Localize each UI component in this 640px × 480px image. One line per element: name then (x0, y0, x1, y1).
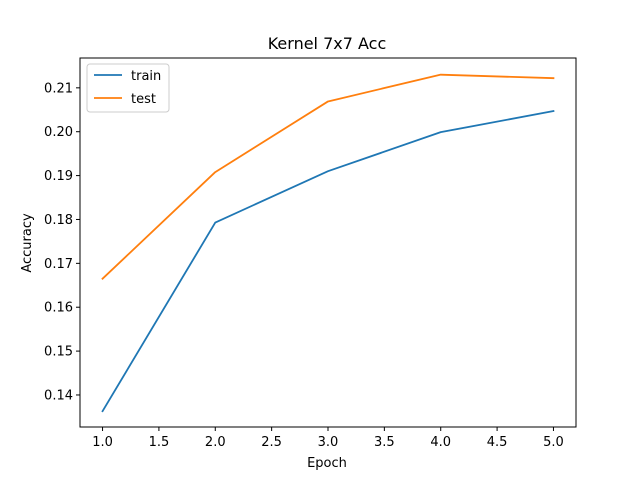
x-tick-label: 1.5 (149, 435, 170, 450)
series-layer (101, 73, 555, 413)
x-axis-title: Epoch (307, 456, 347, 471)
y-axis-ticks: 0.14 0.15 0.16 0.17 0.18 0.19 0.20 0.21 (44, 81, 80, 403)
x-tick-label: 1.0 (92, 435, 113, 450)
legend-test-label: test (131, 92, 156, 107)
series-line-train (101, 110, 555, 413)
y-axis-title: Accuracy (20, 213, 35, 273)
x-tick-label: 2.0 (205, 435, 226, 450)
legend: train test (86, 63, 170, 113)
legend-train-label: train (131, 69, 161, 84)
y-tick-label: 0.16 (44, 301, 73, 316)
y-tick-label: 0.19 (44, 169, 73, 184)
series-line-test (101, 73, 555, 280)
x-tick-label: 4.5 (487, 435, 508, 450)
x-tick-label: 3.5 (374, 435, 395, 450)
y-tick-label: 0.15 (44, 345, 73, 360)
x-tick-label: 3.0 (318, 435, 339, 450)
x-tick-label: 2.5 (261, 435, 282, 450)
y-tick-label: 0.20 (44, 125, 73, 140)
x-axis-ticks: 1.0 1.5 2.0 2.5 3.0 3.5 4.0 4.5 5.0 (92, 427, 564, 450)
x-tick-label: 5.0 (543, 435, 564, 450)
y-tick-label: 0.17 (44, 257, 73, 272)
chart-title: Kernel 7x7 Acc (268, 34, 387, 53)
y-tick-label: 0.14 (44, 388, 73, 403)
y-tick-label: 0.21 (44, 81, 73, 96)
legend-box (86, 63, 170, 113)
y-tick-label: 0.18 (44, 213, 73, 228)
x-tick-label: 4.0 (430, 435, 451, 450)
